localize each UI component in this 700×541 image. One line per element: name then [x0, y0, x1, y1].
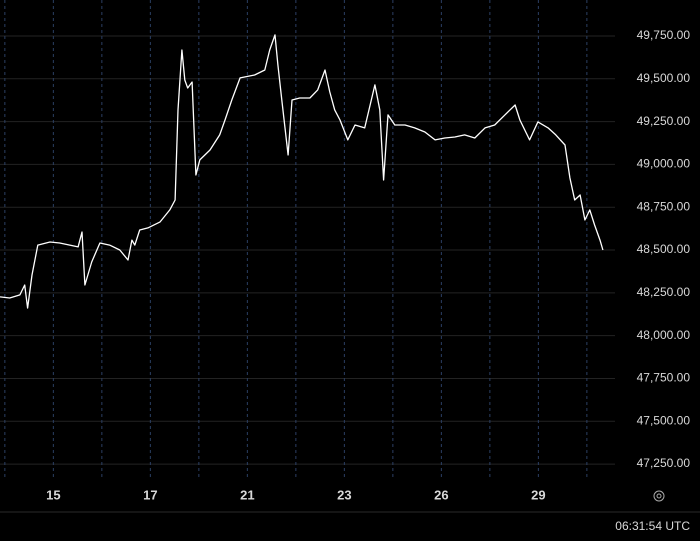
- x-tick-label: 23: [337, 487, 351, 502]
- y-tick-label: 48,750.00: [637, 199, 691, 213]
- settings-icon-center: [656, 493, 662, 499]
- y-tick-label: 47,750.00: [637, 371, 691, 385]
- y-tick-label: 47,500.00: [637, 413, 691, 427]
- settings-icon[interactable]: [653, 490, 665, 502]
- x-tick-label: 26: [434, 487, 448, 502]
- y-tick-label: 49,000.00: [637, 157, 691, 171]
- y-tick-label: 47,250.00: [637, 456, 691, 470]
- y-tick-label: 48,250.00: [637, 285, 691, 299]
- price-line: [0, 34, 604, 309]
- x-tick-label: 29: [531, 487, 545, 502]
- x-tick-label: 17: [143, 487, 157, 502]
- y-tick-label: 49,250.00: [637, 114, 691, 128]
- status-time: 06:31:54 UTC: [615, 519, 690, 533]
- y-tick-label: 48,500.00: [637, 242, 691, 256]
- y-tick-label: 49,750.00: [637, 28, 691, 42]
- x-tick-label: 21: [240, 487, 254, 502]
- y-tick-label: 49,500.00: [637, 71, 691, 85]
- x-tick-label: 15: [46, 487, 60, 502]
- y-tick-label: 48,000.00: [637, 328, 691, 342]
